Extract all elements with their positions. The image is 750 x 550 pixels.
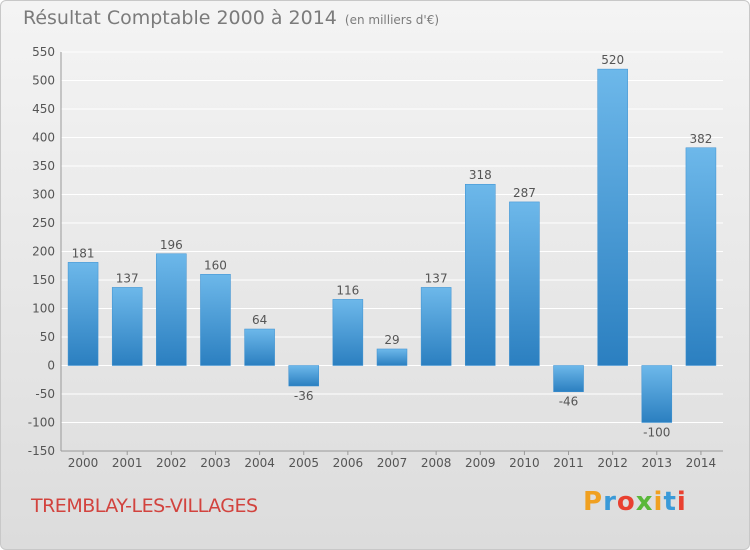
bar-2003 [200, 274, 231, 366]
x-tick-label: 2010 [509, 456, 540, 470]
bar-2004 [244, 328, 275, 366]
data-label: -46 [559, 395, 579, 409]
y-tick-label: -100 [28, 416, 55, 430]
bar-2002 [156, 253, 187, 366]
data-label: 64 [252, 313, 267, 327]
y-tick-label: 400 [32, 131, 55, 145]
x-tick-label: 2013 [642, 456, 673, 470]
bar-2009 [465, 183, 496, 366]
bar-2013 [641, 365, 673, 423]
bar-2012 [597, 68, 628, 366]
proxiti-logo: Proxiti [583, 487, 687, 517]
bar-2007 [376, 348, 408, 366]
y-tick-label: -50 [35, 387, 55, 401]
x-tick-label: 2008 [421, 456, 452, 470]
data-label: 29 [384, 333, 399, 347]
x-tick-label: 2000 [68, 456, 99, 470]
data-label: 196 [160, 238, 183, 252]
data-label: 137 [116, 271, 139, 285]
bar-2014 [685, 147, 717, 366]
y-tick-label: 300 [32, 188, 55, 202]
x-tick-label: 2006 [333, 456, 364, 470]
bar-2000 [67, 262, 99, 366]
x-tick-label: 2014 [686, 456, 717, 470]
y-tick-label: 200 [32, 245, 55, 259]
bar-2006 [332, 299, 364, 366]
x-tick-label: 2004 [244, 456, 275, 470]
data-label: 382 [689, 132, 712, 146]
data-label: 287 [513, 186, 536, 200]
x-tick-label: 2001 [112, 456, 143, 470]
y-tick-label: 350 [32, 159, 55, 173]
x-tick-label: 2003 [200, 456, 231, 470]
x-tick-label: 2007 [377, 456, 408, 470]
x-tick-label: 2011 [553, 456, 584, 470]
data-label: -36 [294, 389, 314, 403]
data-label: 181 [72, 246, 95, 260]
bar-2011 [553, 365, 584, 392]
bar-2005 [288, 365, 319, 387]
y-tick-label: 550 [32, 45, 55, 59]
data-label: 318 [469, 168, 492, 182]
x-tick-label: 2002 [156, 456, 187, 470]
y-tick-label: 500 [32, 74, 55, 88]
x-tick-label: 2009 [465, 456, 496, 470]
chart-title: Résultat Comptable 2000 à 2014 (en millie… [23, 7, 439, 29]
y-tick-label: 450 [32, 102, 55, 116]
data-label: -100 [643, 426, 670, 440]
chart-title-text: Résultat Comptable 2000 à 2014 [23, 7, 337, 29]
data-label: 160 [204, 258, 227, 272]
data-label: 520 [601, 53, 624, 67]
y-tick-label: 250 [32, 216, 55, 230]
y-tick-label: 0 [47, 359, 55, 373]
bar-2001 [111, 287, 143, 366]
bar-2008 [420, 287, 452, 366]
city-name: TREMBLAY-LES-VILLAGES [31, 495, 258, 517]
chart-subtitle: (en milliers d'€) [344, 13, 440, 27]
y-tick-label: -150 [28, 444, 55, 458]
y-tick-label: 150 [32, 273, 55, 287]
x-tick-label: 2005 [288, 456, 319, 470]
bar-2010 [509, 201, 540, 366]
data-label: 137 [425, 271, 448, 285]
x-tick-label: 2012 [597, 456, 628, 470]
y-tick-label: 50 [40, 330, 55, 344]
data-label: 116 [336, 283, 359, 297]
y-tick-label: 100 [32, 302, 55, 316]
